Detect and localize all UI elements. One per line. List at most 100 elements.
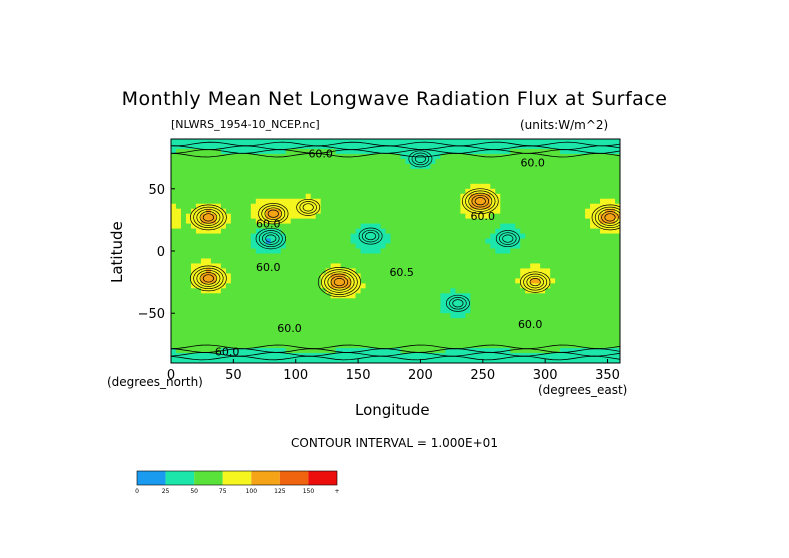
- heatmap-cell: [390, 143, 397, 150]
- heatmap-cell: [505, 358, 511, 363]
- heatmap-cell: [510, 333, 516, 339]
- heatmap-cell: [580, 283, 586, 289]
- heatmap-cell: [171, 238, 177, 245]
- heatmap-cell: [470, 303, 476, 309]
- heatmap-cell: [375, 139, 382, 145]
- heatmap-cell: [320, 333, 327, 339]
- heatmap-cell: [415, 253, 422, 260]
- heatmap-cell: [225, 218, 232, 225]
- heatmap-cell: [240, 143, 247, 150]
- heatmap-cell: [460, 158, 466, 165]
- heatmap-cell: [270, 278, 277, 284]
- heatmap-cell: [545, 343, 551, 349]
- contour-label: 60.0: [215, 346, 240, 359]
- heatmap-cell: [285, 163, 292, 170]
- heatmap-cell: [230, 258, 237, 265]
- heatmap-cell: [485, 163, 491, 170]
- heatmap-cell: [465, 139, 471, 145]
- heatmap-cell: [420, 298, 427, 304]
- heatmap-cell: [295, 253, 302, 260]
- heatmap-cell: [175, 248, 182, 255]
- heatmap-cell: [210, 198, 217, 205]
- heatmap-cell: [175, 253, 182, 260]
- heatmap-cell: [555, 248, 561, 255]
- heatmap-cell: [385, 213, 392, 220]
- heatmap-cell: [510, 193, 516, 200]
- heatmap-cell: [335, 323, 342, 329]
- heatmap-cell: [435, 293, 441, 299]
- heatmap-cell: [575, 218, 581, 225]
- heatmap-cell: [555, 163, 561, 170]
- heatmap-cell: [555, 318, 561, 324]
- heatmap-cell: [510, 308, 516, 314]
- heatmap-cell: [315, 338, 322, 344]
- heatmap-cell: [245, 343, 252, 349]
- heatmap-cell: [380, 168, 387, 175]
- heatmap-cell: [505, 203, 511, 210]
- contour-line: [445, 294, 470, 312]
- heatmap-cell: [585, 293, 591, 299]
- heatmap-cell: [260, 139, 267, 145]
- heatmap-cell: [335, 238, 342, 245]
- heatmap-cell: [260, 313, 267, 319]
- heatmap-cell: [390, 323, 397, 329]
- heatmap-cell: [340, 143, 347, 150]
- heatmap-cell: [515, 139, 521, 145]
- heatmap-cell: [240, 283, 247, 289]
- heatmap-cell: [445, 173, 451, 180]
- heatmap-cell: [345, 343, 352, 349]
- heatmap-cell: [505, 148, 511, 155]
- heatmap-cell: [540, 238, 546, 245]
- heatmap-cell: [360, 263, 367, 270]
- heatmap-cell: [575, 148, 581, 155]
- heatmap-cell: [480, 323, 486, 329]
- heatmap-cell: [530, 188, 536, 195]
- heatmap-cell: [415, 148, 422, 155]
- heatmap-cell: [420, 348, 427, 354]
- heatmap-cell: [610, 288, 616, 294]
- heatmap-cell: [205, 243, 212, 250]
- heatmap-cell: [370, 213, 377, 220]
- heatmap-cell: [500, 183, 506, 190]
- heatmap-cell: [305, 193, 312, 200]
- heatmap-cell: [400, 323, 407, 329]
- heatmap-cell: [400, 228, 407, 235]
- heatmap-cell: [265, 293, 272, 299]
- heatmap-cell: [310, 243, 317, 250]
- heatmap-cell: [540, 163, 546, 170]
- heatmap-cell: [235, 253, 242, 260]
- heatmap-cell: [255, 223, 262, 230]
- heatmap-cell: [290, 243, 297, 250]
- heatmap-cell: [225, 283, 232, 289]
- heatmap-cell: [350, 198, 357, 205]
- heatmap-cell: [205, 358, 212, 363]
- heatmap-cell: [195, 183, 202, 190]
- contour-line: [465, 190, 496, 212]
- heatmap-cell: [215, 273, 222, 279]
- heatmap-cell: [490, 273, 496, 279]
- heatmap-cell: [380, 218, 387, 225]
- heatmap-cell: [465, 223, 471, 230]
- heatmap-cell: [345, 258, 352, 265]
- heatmap-cell: [425, 353, 432, 359]
- heatmap-cell: [350, 318, 357, 324]
- heatmap-cell: [490, 353, 496, 359]
- heatmap-cell: [325, 198, 332, 205]
- heatmap-cell: [410, 198, 417, 205]
- heatmap-cell: [275, 163, 282, 170]
- heatmap-cell: [375, 328, 382, 334]
- heatmap-cell: [440, 228, 446, 235]
- heatmap-cell: [195, 198, 202, 205]
- heatmap-cell: [240, 308, 247, 314]
- heatmap-cell: [215, 183, 222, 190]
- heatmap-cell: [535, 139, 541, 145]
- heatmap-cell: [485, 268, 491, 274]
- heatmap-cell: [595, 348, 601, 354]
- heatmap-cell: [440, 358, 446, 363]
- heatmap-cell: [370, 323, 377, 329]
- heatmap-cell: [310, 298, 317, 304]
- heatmap-cell: [335, 288, 342, 294]
- heatmap-cell: [315, 158, 322, 165]
- heatmap-cell: [435, 328, 441, 334]
- heatmap-cell: [265, 338, 272, 344]
